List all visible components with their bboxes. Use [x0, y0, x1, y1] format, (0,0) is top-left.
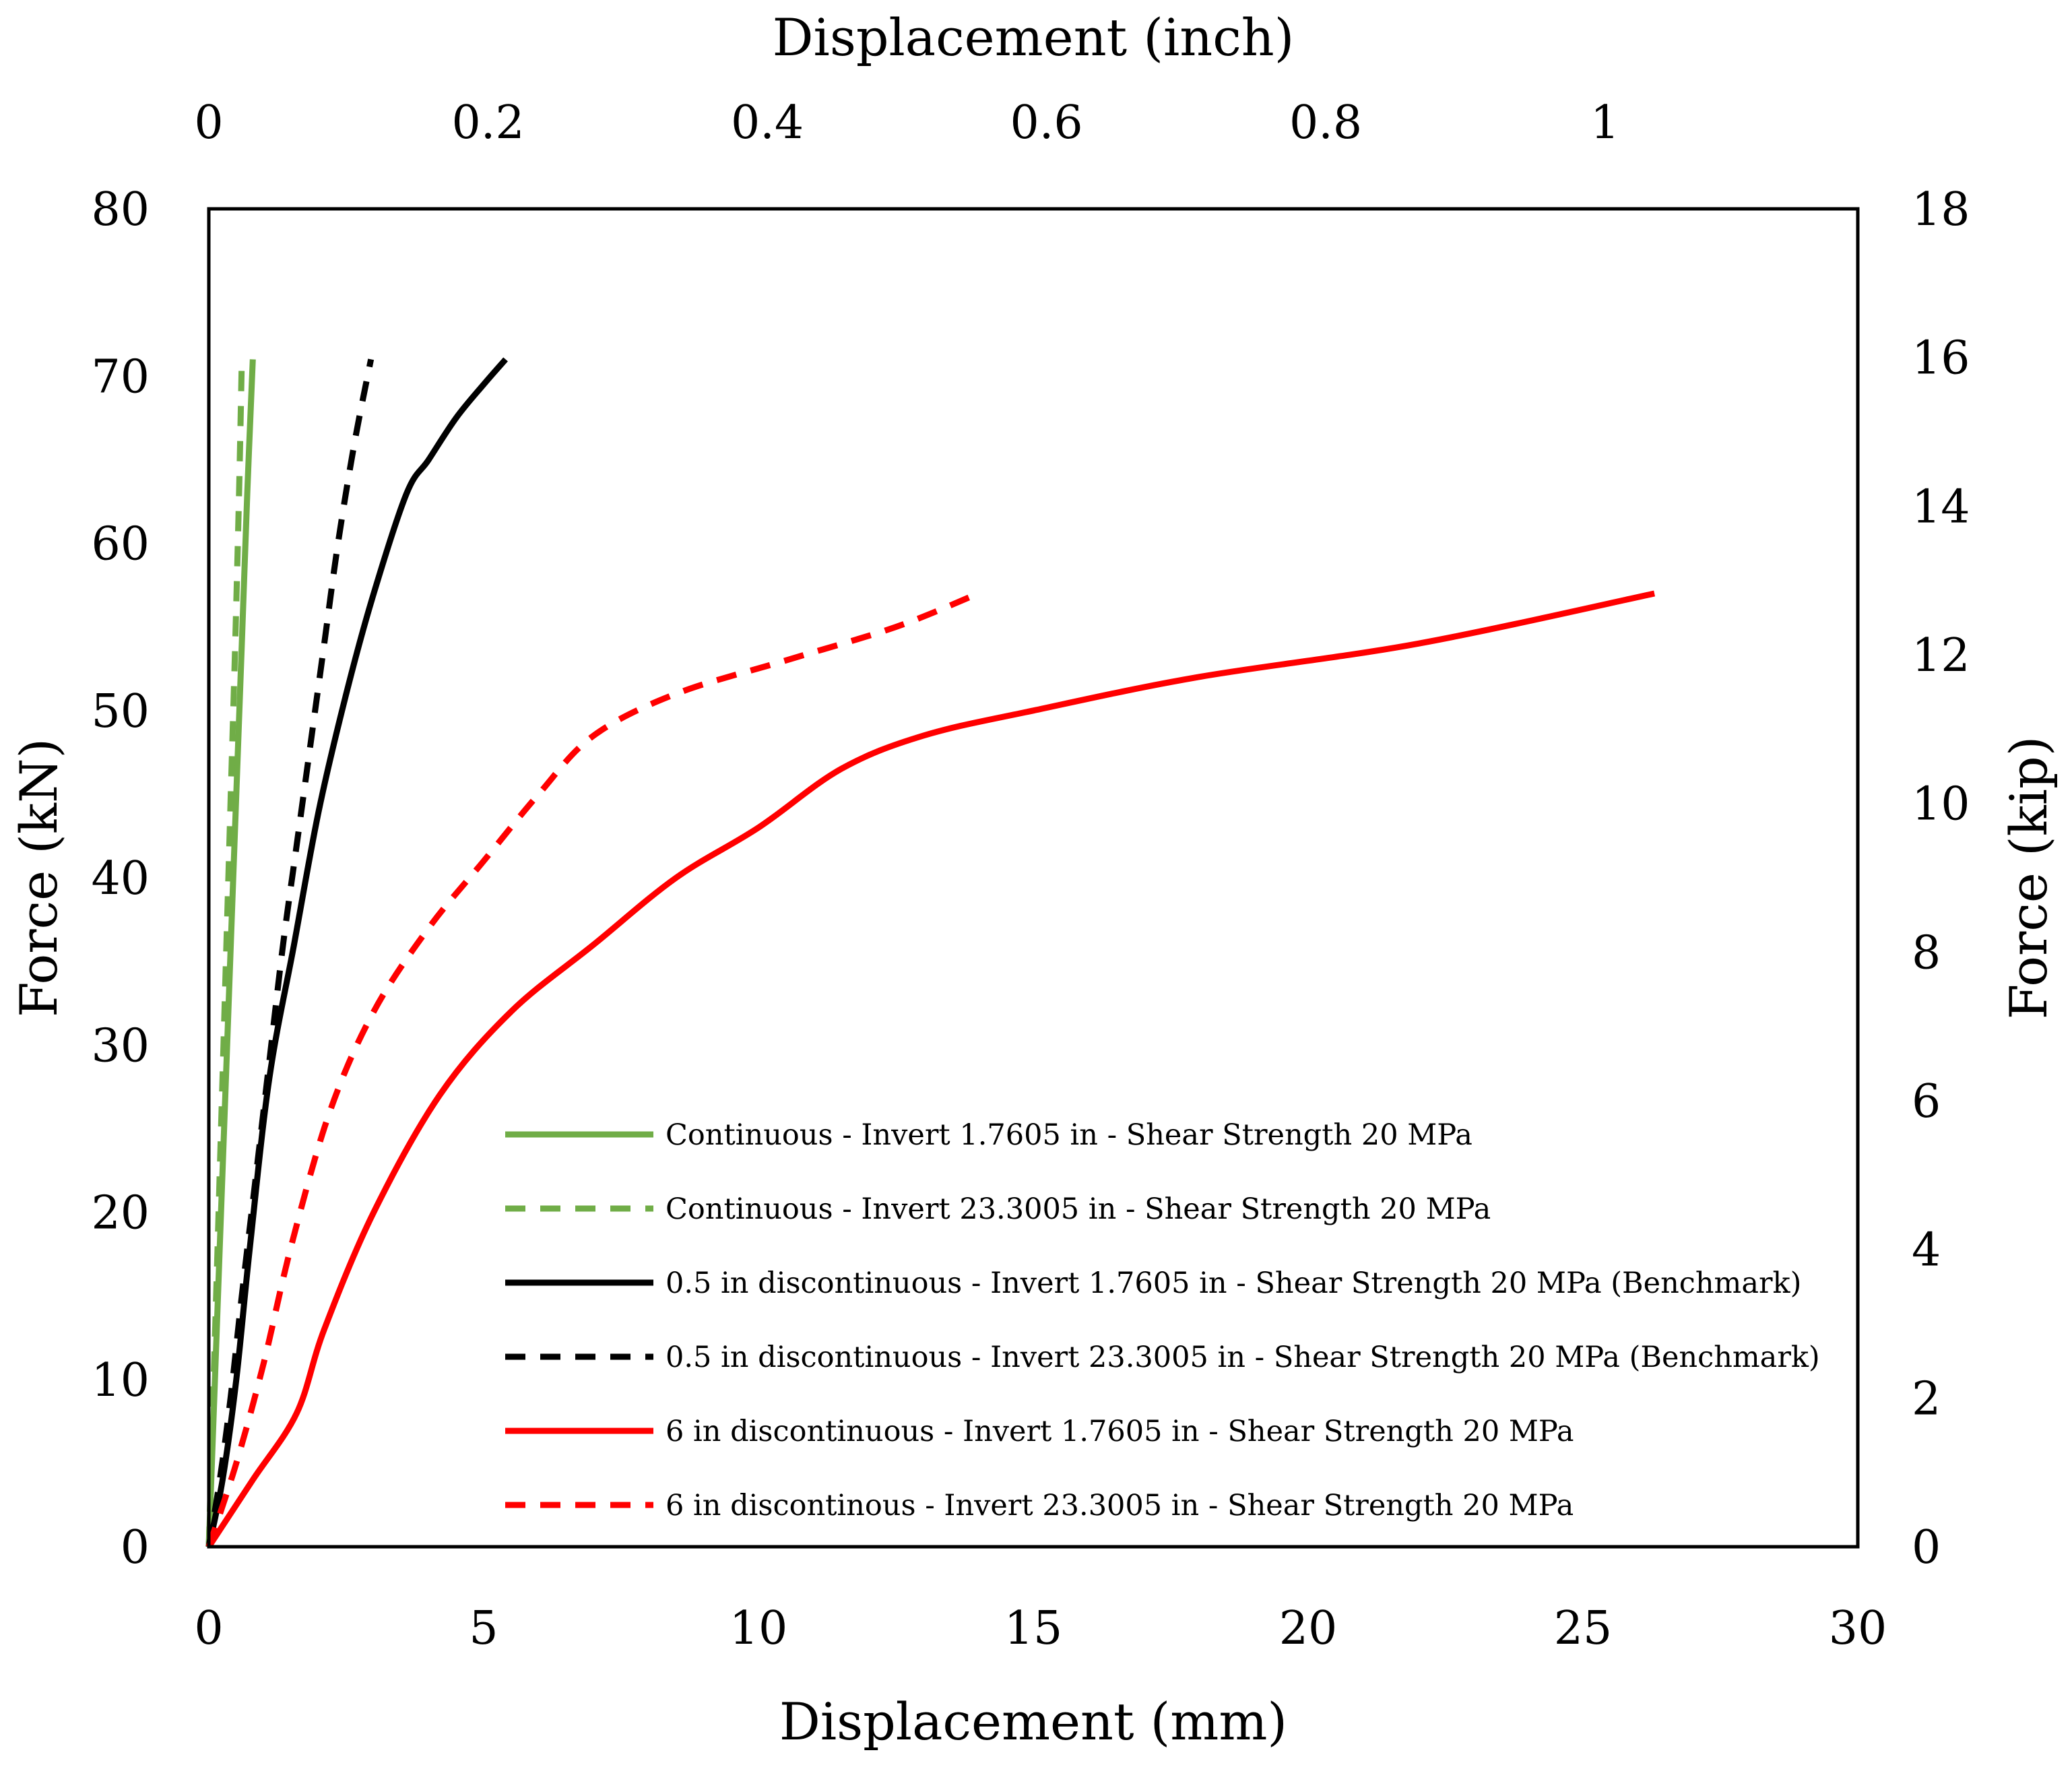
- series-line-3: [205, 357, 508, 1547]
- y-tick-label: 10: [91, 1354, 150, 1407]
- x-axis-title: Displacement (mm): [779, 1692, 1287, 1752]
- series-line-2: [205, 359, 245, 1547]
- x-tick-label: 10: [730, 1602, 788, 1655]
- y2-tick-label: 4: [1912, 1224, 1941, 1277]
- legend-label-3: 0.5 in discontinuous - Invert 1.7605 in …: [666, 1266, 1801, 1300]
- x2-tick-label: 0: [194, 96, 223, 150]
- y2-tick-label: 12: [1912, 629, 1970, 682]
- y2-tick-label: 10: [1912, 778, 1970, 831]
- x2-tick-label: 0.6: [1010, 96, 1083, 150]
- x2-axis-title: Displacement (inch): [773, 7, 1295, 67]
- y2-tick-label: 2: [1912, 1372, 1941, 1425]
- y-tick-label: 40: [91, 852, 150, 905]
- y2-tick-label: 6: [1912, 1075, 1941, 1128]
- series-line-1: [205, 359, 256, 1547]
- legend-label-1: Continuous - Invert 1.7605 in - Shear St…: [666, 1118, 1472, 1152]
- y-tick-label: 80: [91, 183, 150, 236]
- y-tick-label: 0: [121, 1521, 150, 1574]
- x2-tick-label: 0.8: [1289, 96, 1362, 150]
- x-tick-label: 25: [1554, 1602, 1613, 1655]
- legend: Continuous - Invert 1.7605 in - Shear St…: [505, 1118, 1820, 1522]
- y2-axis-title: Force (kip): [1999, 736, 2059, 1020]
- series-layer: [205, 357, 1656, 1549]
- series-line-6: [205, 590, 980, 1548]
- series-line-5: [206, 590, 1656, 1549]
- y-tick-label: 50: [91, 685, 150, 738]
- x-tick-label: 15: [1004, 1602, 1063, 1655]
- y-tick-label: 30: [91, 1019, 150, 1072]
- x2-tick-label: 0.4: [731, 96, 804, 150]
- x2-tick-label: 0.2: [451, 96, 524, 150]
- legend-label-4: 0.5 in discontinuous - Invert 23.3005 in…: [666, 1341, 1820, 1374]
- legend-label-5: 6 in discontinuous - Invert 1.7605 in - …: [666, 1415, 1574, 1448]
- series-line-4: [205, 358, 375, 1547]
- x2-tick-label: 1: [1590, 96, 1619, 150]
- plot-area-frame: [207, 207, 1860, 1549]
- y2-tick-label: 14: [1912, 480, 1970, 534]
- legend-label-2: Continuous - Invert 23.3005 in - Shear S…: [666, 1192, 1491, 1226]
- x-tick-label: 30: [1829, 1602, 1887, 1655]
- y2-tick-label: 0: [1912, 1521, 1941, 1574]
- y-tick-label: 70: [91, 350, 150, 404]
- y2-tick-label: 16: [1912, 332, 1970, 385]
- y-axis-title: Force (kN): [9, 738, 69, 1017]
- y2-tick-label: 18: [1912, 183, 1970, 236]
- x-tick-label: 0: [194, 1602, 223, 1655]
- legend-label-6: 6 in discontinous - Invert 23.3005 in - …: [666, 1489, 1574, 1522]
- y-tick-label: 20: [91, 1187, 150, 1240]
- x-tick-label: 20: [1279, 1602, 1338, 1655]
- y2-tick-label: 8: [1912, 926, 1941, 980]
- y-tick-label: 60: [91, 518, 150, 571]
- x-tick-label: 5: [469, 1602, 498, 1655]
